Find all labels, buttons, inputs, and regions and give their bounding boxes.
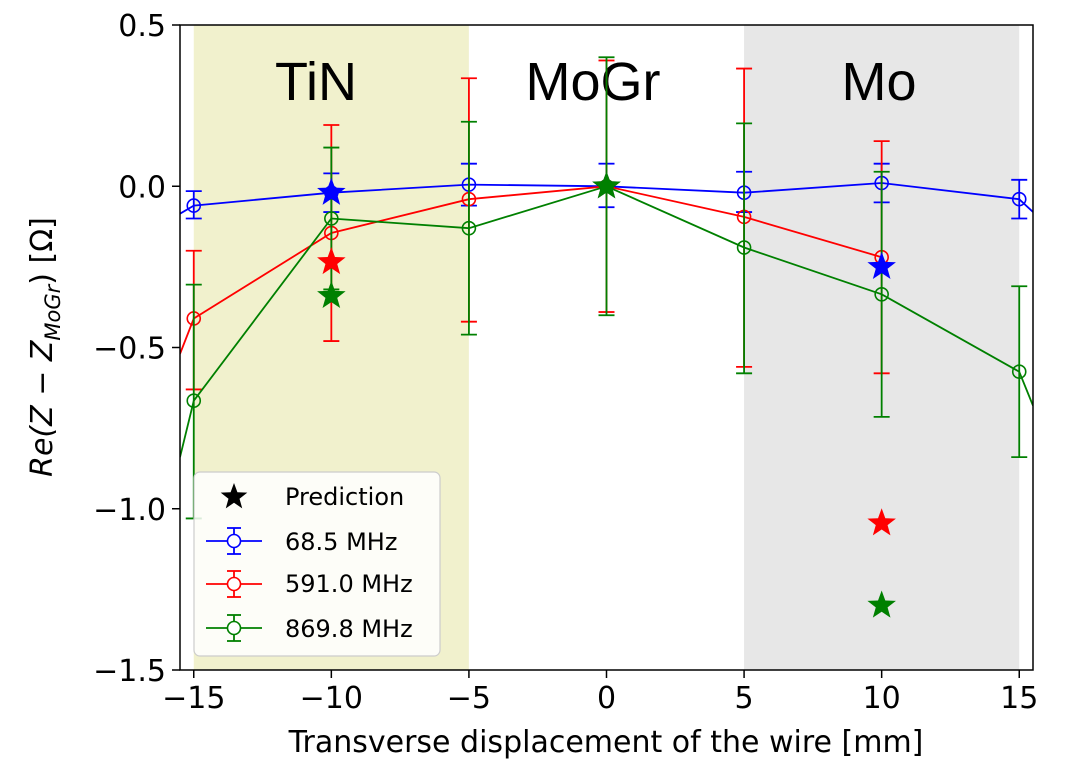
legend-label-prediction: Prediction — [285, 483, 404, 511]
prediction-star-869-8-mhz — [317, 280, 346, 309]
y-tick-label: −0.5 — [93, 332, 166, 367]
x-tick-label: −10 — [300, 681, 363, 716]
region-label-mogr: MoGr — [526, 52, 661, 112]
data-point — [736, 240, 752, 255]
y-tick-label: 0.0 — [118, 170, 166, 205]
legend-marker-869-8-mhz — [206, 614, 262, 642]
x-tick-label: −5 — [447, 681, 491, 716]
prediction-star-869-8-mhz — [867, 590, 896, 618]
x-axis-ticks: −15 −10 −5 0 5 10 15 — [162, 670, 1038, 716]
prediction-star-68-5-mhz — [317, 177, 346, 205]
data-point — [874, 286, 889, 302]
data-point — [1011, 364, 1027, 379]
x-tick-label: 10 — [863, 681, 901, 716]
y-axis-label-suffix: ) [Ω] — [25, 217, 60, 285]
y-axis-label-subscript: MoGr — [41, 283, 65, 340]
series-layer — [180, 56, 1033, 520]
x-axis-label: Transverse displacement of the wire [mm] — [288, 725, 924, 760]
x-tick-label: −15 — [162, 681, 225, 716]
prediction-star-869-8-mhz — [592, 171, 621, 199]
prediction-star-591-0-mhz — [317, 247, 346, 275]
legend-label-68-5-mhz: 68.5 MHz — [285, 528, 397, 556]
legend-box — [193, 471, 441, 657]
legend-circle — [226, 533, 242, 549]
y-tick-label: 0.5 — [118, 9, 166, 44]
legend-circle — [226, 620, 242, 636]
data-point — [186, 393, 202, 409]
prediction-star-591-0-mhz — [867, 508, 896, 536]
y-axis-ticks: 0.5 0.0 −0.5 −1.0 −1.5 — [93, 9, 180, 689]
data-point — [324, 211, 339, 226]
legend-circle — [226, 576, 242, 592]
x-tick-label: 15 — [1000, 681, 1038, 716]
legend-marker-68-5-mhz — [206, 527, 262, 555]
data-point — [461, 220, 477, 236]
prediction-star-68-5-mhz — [867, 251, 896, 280]
legend-marker-591-0-mhz — [206, 570, 262, 598]
legend-marker-prediction — [220, 483, 248, 509]
legend-markers — [206, 483, 262, 642]
y-axis-label: Re(Z − ZMoGr) [Ω] — [25, 217, 65, 477]
legend-label-869-8-mhz: 869.8 MHz — [285, 615, 413, 643]
data-point — [1011, 191, 1027, 207]
y-axis-label-prefix: Re(Z − Z — [25, 339, 60, 477]
prediction-markers — [317, 171, 896, 618]
x-tick-label: 5 — [735, 681, 754, 716]
region-label-tin: TiN — [275, 52, 357, 112]
data-point — [186, 198, 202, 213]
legend-label-591-0-mhz: 591.0 MHz — [285, 570, 413, 598]
y-tick-label: −1.0 — [93, 493, 166, 528]
y-tick-label: −1.5 — [93, 654, 166, 689]
x-tick-label: 0 — [597, 681, 616, 716]
region-label-mo: Mo — [841, 52, 916, 112]
legend: Prediction 68.5 MHz 591.0 MHz 869.8 MHz — [193, 471, 441, 657]
